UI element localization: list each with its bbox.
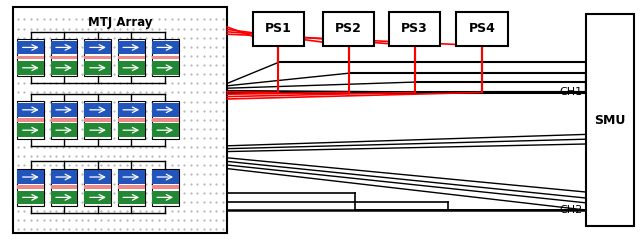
Bar	[51, 41, 77, 54]
Bar	[51, 61, 77, 75]
Bar	[13, 7, 227, 233]
Bar	[84, 39, 111, 76]
Bar	[17, 61, 44, 75]
Bar	[51, 118, 77, 122]
Bar	[84, 101, 111, 139]
Bar	[118, 39, 145, 76]
Bar	[118, 123, 145, 137]
Bar	[51, 101, 77, 139]
Bar	[152, 185, 179, 189]
Bar	[84, 170, 111, 184]
Bar	[152, 103, 179, 117]
Bar	[118, 103, 145, 117]
Bar	[51, 191, 77, 204]
Bar	[17, 191, 44, 204]
Bar	[17, 41, 44, 54]
Text: PS4: PS4	[468, 22, 495, 35]
Text: MTJ Array: MTJ Array	[88, 16, 152, 29]
Text: PS1: PS1	[265, 22, 292, 35]
Bar	[51, 185, 77, 189]
Bar	[118, 191, 145, 204]
Text: PS3: PS3	[401, 22, 428, 35]
Bar	[51, 103, 77, 117]
Bar	[152, 118, 179, 122]
Bar	[51, 56, 77, 60]
Bar	[17, 185, 44, 189]
Bar	[118, 101, 145, 139]
Bar	[323, 12, 374, 46]
Bar	[118, 170, 145, 184]
Bar	[118, 168, 145, 206]
Bar	[84, 191, 111, 204]
Bar	[253, 12, 304, 46]
Bar	[152, 170, 179, 184]
Bar	[17, 101, 44, 139]
Bar	[389, 12, 440, 46]
Bar	[152, 61, 179, 75]
Bar	[84, 61, 111, 75]
Text: PS2: PS2	[335, 22, 362, 35]
Bar	[152, 56, 179, 60]
Text: CH2: CH2	[559, 205, 582, 215]
Bar	[17, 123, 44, 137]
Bar	[17, 103, 44, 117]
Bar	[84, 56, 111, 60]
Bar	[118, 61, 145, 75]
Bar	[152, 39, 179, 76]
Text: SMU: SMU	[594, 114, 625, 126]
Bar	[51, 168, 77, 206]
Bar	[152, 191, 179, 204]
Bar	[17, 39, 44, 76]
Bar	[51, 39, 77, 76]
Bar	[17, 170, 44, 184]
Bar	[84, 41, 111, 54]
Bar	[17, 118, 44, 122]
Bar	[84, 118, 111, 122]
Bar	[84, 103, 111, 117]
Bar	[84, 123, 111, 137]
Bar	[51, 170, 77, 184]
Bar	[152, 168, 179, 206]
Bar	[152, 101, 179, 139]
Bar	[51, 123, 77, 137]
Bar	[84, 168, 111, 206]
Bar	[456, 12, 508, 46]
Bar	[84, 185, 111, 189]
Bar	[118, 56, 145, 60]
Bar	[152, 123, 179, 137]
Bar	[17, 168, 44, 206]
Bar	[118, 41, 145, 54]
Bar	[118, 185, 145, 189]
Bar	[152, 41, 179, 54]
Bar	[118, 118, 145, 122]
Bar	[586, 14, 634, 226]
Text: CH1: CH1	[559, 87, 582, 97]
Bar	[17, 56, 44, 60]
